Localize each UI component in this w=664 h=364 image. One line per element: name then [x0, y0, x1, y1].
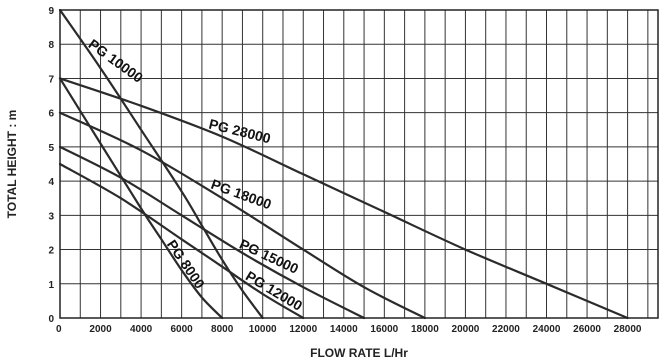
- y-tick-labels: 0 1 2 3 4 5 6 7 8 9: [48, 6, 54, 325]
- x-tick-label: 0: [56, 324, 62, 335]
- y-axis-title: TOTAL HEIGHT : m: [5, 110, 19, 219]
- y-tick-label: 6: [48, 109, 54, 120]
- x-tick-label: 12000: [289, 324, 317, 335]
- series-line-pg-18000: [58, 111, 426, 320]
- x-tick-label: 22000: [492, 324, 520, 335]
- y-tick-label: 2: [48, 246, 54, 257]
- x-tick-label: 8000: [211, 324, 234, 335]
- x-tick-label: 24000: [533, 324, 561, 335]
- series-lines: [58, 8, 629, 320]
- y-tick-label: 5: [48, 143, 54, 154]
- x-tick-label: 26000: [573, 324, 601, 335]
- y-tick-label: 0: [48, 314, 54, 325]
- y-tick-label: 7: [48, 74, 54, 85]
- x-tick-label: 4000: [130, 324, 153, 335]
- y-tick-label: 9: [48, 6, 54, 17]
- x-tick-label: 2000: [89, 324, 112, 335]
- x-tick-label: 20000: [452, 324, 480, 335]
- x-tick-label: 16000: [370, 324, 398, 335]
- plot-border: [59, 9, 659, 319]
- y-tick-label: 8: [48, 40, 54, 51]
- x-tick-label: 14000: [330, 324, 358, 335]
- x-tick-labels: 0 2000 4000 6000 8000 10000 12000 14000 16000 180…: [56, 324, 642, 335]
- x-axis-title: FLOW RATE L/Hr: [310, 346, 408, 360]
- grid: [60, 10, 658, 318]
- series-label: PG 12000: [243, 268, 305, 314]
- series-line-pg-15000: [58, 145, 366, 320]
- series-line-pg-12000: [58, 162, 305, 320]
- x-tick-label: 6000: [171, 324, 194, 335]
- y-tick-label: 1: [48, 280, 54, 291]
- series-line-pg-10000: [58, 8, 264, 320]
- y-tick-label: 3: [48, 211, 54, 222]
- y-tick-label: 4: [48, 177, 54, 188]
- x-tick-label: 18000: [411, 324, 439, 335]
- x-tick-label: 10000: [249, 324, 277, 335]
- x-tick-label: 28000: [614, 324, 642, 335]
- series-line-pg-28000: [58, 77, 629, 320]
- series-line-pg-8000: [58, 77, 224, 320]
